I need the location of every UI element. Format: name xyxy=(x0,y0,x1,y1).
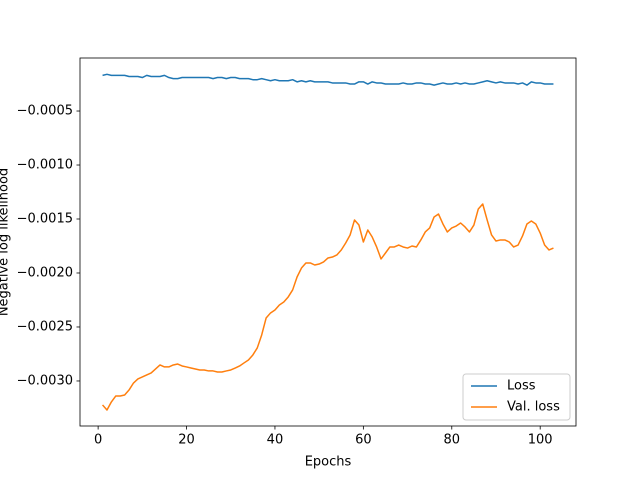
x-axis-label: Epochs xyxy=(305,455,352,470)
x-tick-label: 80 xyxy=(444,433,461,448)
y-tick-label: −0.0010 xyxy=(17,158,73,173)
x-tick-label: 60 xyxy=(355,433,372,448)
legend-label: Loss xyxy=(507,379,536,394)
line-series xyxy=(101,203,554,411)
legend: Loss Val. loss xyxy=(462,373,571,421)
x-tick-label: 100 xyxy=(528,433,553,448)
y-axis-label: Negative log likelihood xyxy=(0,168,12,316)
y-tick-label: −0.0015 xyxy=(17,212,73,227)
y-tick-label: −0.0030 xyxy=(17,373,73,388)
y-tick-label: −0.0025 xyxy=(17,319,73,334)
x-tick-label: 0 xyxy=(94,433,102,448)
legend-label: Val. loss xyxy=(507,400,560,415)
plot-frame xyxy=(79,57,577,427)
y-tick-label: −0.0005 xyxy=(17,104,73,119)
y-tick-label: −0.0020 xyxy=(17,265,73,280)
x-tick-label: 40 xyxy=(267,433,284,448)
line-series xyxy=(102,73,554,86)
x-tick-label: 20 xyxy=(178,433,195,448)
